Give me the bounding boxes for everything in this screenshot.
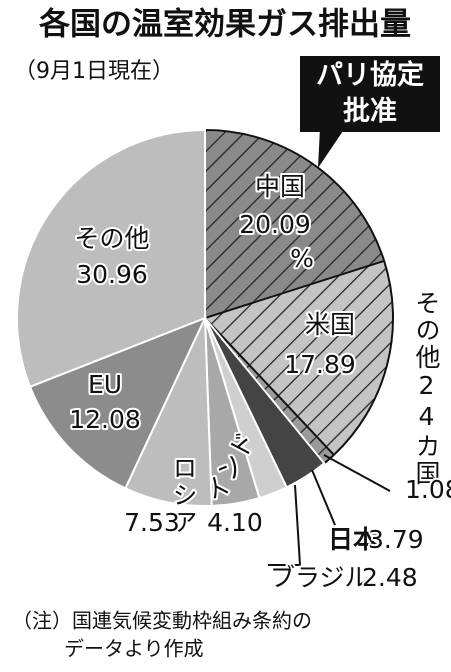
callout-text: パリ協定批准 [316, 59, 424, 127]
category-label: その他 [74, 224, 149, 253]
category-label: ロシア [169, 455, 198, 536]
chart-subtitle: （9月1日現在） [14, 59, 174, 84]
value-label: 12.08 [69, 405, 141, 434]
category-label: 中国 [255, 172, 305, 201]
pie-slice [16, 128, 206, 389]
chart-title: 各国の温室効果ガス排出量 [38, 7, 411, 43]
category-label: 米国 [305, 310, 355, 339]
leader-line [268, 484, 302, 566]
value-label: 3.79 [368, 525, 424, 554]
category-label: その他24カ国 [412, 290, 441, 487]
hatch [204, 128, 386, 320]
value-label: 2.48 [362, 563, 418, 592]
value-label: 1.08 [405, 475, 451, 504]
value-label: 17.89 [284, 350, 356, 379]
value-label: 4.10 [207, 508, 263, 537]
pie-slice [28, 316, 207, 490]
note: データより作成 [64, 637, 204, 661]
hatch [203, 259, 394, 457]
note: （注）国連気候変動枠組み条約の [12, 609, 312, 633]
labels: 中国20.09米国17.89その他24カ国1.08日本3.79ブラジル2.48イ… [67, 170, 451, 594]
category-label: 日本 [328, 525, 378, 554]
pie [16, 128, 394, 507]
leader-line [311, 469, 336, 526]
value-label: 30.96 [76, 260, 148, 289]
callout-pointer [318, 128, 345, 168]
callout-box [300, 56, 440, 132]
value-label: 20.09 [239, 210, 311, 239]
leader-line [323, 454, 391, 492]
unit-label: % [290, 244, 314, 273]
value-label: 7.53 [124, 508, 180, 537]
category-label: EU [88, 370, 122, 399]
category-label: ブラジル [270, 563, 370, 592]
